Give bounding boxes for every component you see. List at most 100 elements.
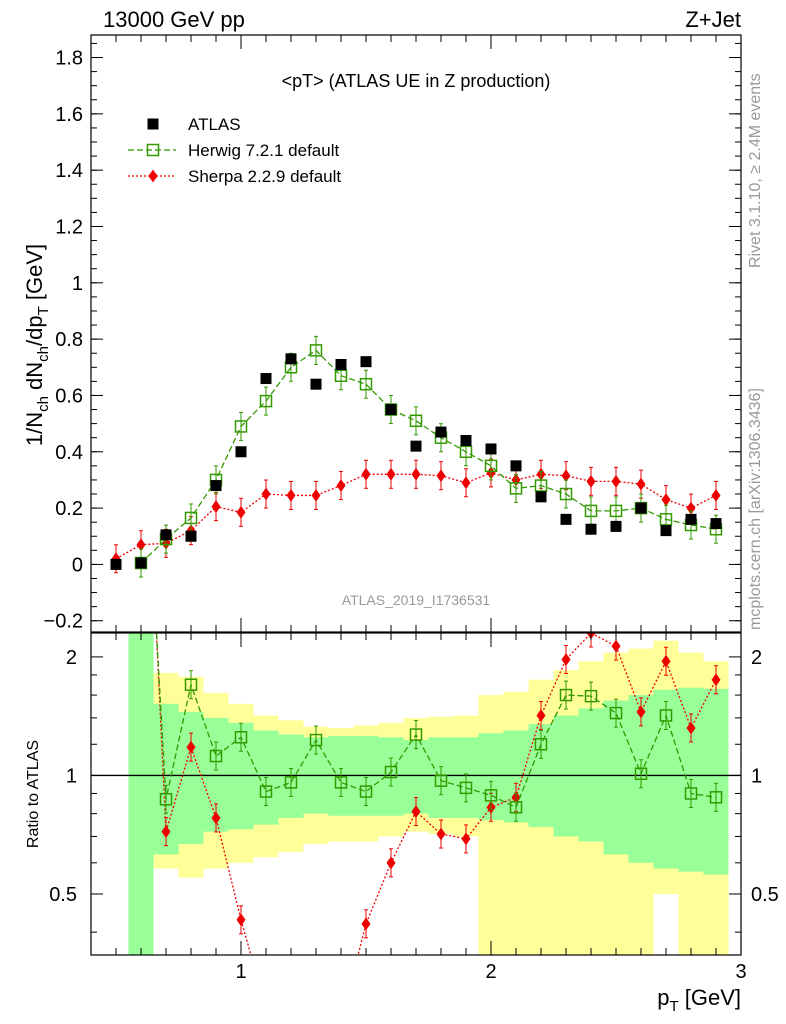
herwig-point <box>609 504 623 518</box>
legend: ATLAS Herwig 7.2.1 default Sherpa 2.2.9 de… <box>128 115 341 186</box>
atlas-point <box>110 558 122 570</box>
herwig-point <box>409 414 423 428</box>
herwig-ratio-point <box>484 789 498 802</box>
sherpa-ratio-point <box>411 804 421 818</box>
sherpa-point <box>261 487 271 501</box>
sherpa-ratio-point <box>361 917 371 931</box>
atlas-point <box>710 518 722 530</box>
herwig-ratio-point <box>684 787 698 800</box>
y-tick-label: 0 <box>72 554 83 576</box>
sherpa-point <box>311 488 321 502</box>
atlas-point <box>635 502 647 514</box>
herwig-ratio-point <box>334 776 348 789</box>
herwig-ratio-point <box>559 688 573 702</box>
herwig-point <box>509 482 523 495</box>
x-tick-label: 1 <box>235 961 246 983</box>
ratio-y-tick-label-right: 1 <box>751 765 762 787</box>
herwig-point <box>584 504 598 518</box>
sherpa-point <box>661 493 671 507</box>
x-axis-label: pT [GeV] <box>657 985 741 1015</box>
atlas-point <box>685 513 697 525</box>
herwig-point <box>334 369 348 382</box>
sherpa-ratio-point <box>561 652 571 666</box>
herwig-ratio-point <box>184 678 198 691</box>
sherpa-point <box>236 505 246 519</box>
y-tick-label: 1.4 <box>55 160 83 182</box>
main-panel-data <box>110 335 723 578</box>
sherpa-ratio-line <box>155 633 717 955</box>
sherpa-point <box>461 476 471 490</box>
ratio-uncertainty-bands <box>128 633 729 955</box>
herwig-point <box>234 420 248 433</box>
y-tick-label: 0.8 <box>55 329 83 351</box>
legend-atlas-marker <box>147 118 159 130</box>
sherpa-ratio-point <box>461 832 471 846</box>
herwig-ratio-point <box>159 793 173 806</box>
atlas-point <box>285 353 297 365</box>
stat-uncertainty-band <box>178 711 204 844</box>
ratio-y-axis-label: Ratio to ATLAS <box>25 740 42 848</box>
sherpa-ratio-point <box>661 654 671 668</box>
herwig-ratio-point <box>409 728 423 741</box>
y-tick-label: 1.2 <box>55 216 83 238</box>
herwig-ratio-point <box>534 738 548 751</box>
sherpa-point <box>711 488 721 502</box>
sherpa-point <box>636 477 646 491</box>
ratio-y-tick-label-right: 2 <box>751 647 762 669</box>
atlas-point <box>460 435 472 447</box>
herwig-line <box>140 349 717 564</box>
herwig-point <box>459 445 473 459</box>
sherpa-point <box>686 501 696 515</box>
atlas-point <box>660 525 672 537</box>
herwig-ratio-line <box>155 633 717 809</box>
sherpa-ratio-point <box>386 856 396 870</box>
atlas-point <box>135 557 147 569</box>
herwig-ratio-point <box>209 749 223 763</box>
y-tick-label: 1.8 <box>55 48 83 70</box>
ratio-y-tick-label: 0.5 <box>49 884 77 906</box>
herwig-ratio-point <box>309 733 323 747</box>
y-tick-label: 0.4 <box>55 442 83 464</box>
y-tick-label: 0.2 <box>55 498 83 520</box>
sherpa-point <box>586 474 596 488</box>
atlas-point <box>310 378 322 390</box>
herwig-ratio-point <box>284 776 298 789</box>
herwig-point <box>534 479 548 492</box>
sherpa-point <box>211 500 221 514</box>
herwig-ratio-point <box>459 781 473 795</box>
legend-entry-label: ATLAS <box>188 115 241 134</box>
header-process-label: 13000 GeV pp <box>103 7 245 32</box>
herwig-ratio-point <box>234 731 248 744</box>
atlas-point <box>210 480 222 492</box>
ratio-panel-data <box>91 633 741 955</box>
legend-sherpa-marker <box>148 169 158 183</box>
herwig-point <box>309 344 323 357</box>
herwig-ratio-point <box>584 689 598 703</box>
mcplots-credit-text: mcplots.cern.ch [arXiv:1306.3436] <box>747 388 764 630</box>
herwig-ratio-point <box>709 791 723 804</box>
axes-frames: −0.2 0 0.2 0.4 0.6 0.8 1 1.2 1.4 1.6 1.8 1 2 3 0.5 0.5 1… <box>44 34 779 983</box>
sherpa-point <box>386 467 396 481</box>
stat-uncertainty-band <box>128 633 154 955</box>
sherpa-ratio-point <box>161 825 171 839</box>
herwig-ratio-point <box>659 709 673 722</box>
herwig-ratio-point <box>359 785 373 798</box>
atlas-point <box>485 443 497 455</box>
legend-entry-label: Herwig 7.2.1 default <box>188 141 339 160</box>
atlas-point <box>385 404 397 416</box>
y-tick-label: −0.2 <box>44 611 83 633</box>
herwig-ratio-point <box>609 706 623 720</box>
rivet-version-text: Rivet 3.1.10, ≥ 2.4M events <box>747 73 764 268</box>
atlas-point <box>335 358 347 370</box>
atlas-point <box>360 356 372 368</box>
herwig-ratio-point <box>259 785 273 798</box>
herwig-point <box>184 511 198 525</box>
sherpa-point <box>336 479 346 493</box>
header-channel-label: Z+Jet <box>685 7 741 32</box>
atlas-point <box>510 460 522 472</box>
herwig-point <box>259 394 273 408</box>
sherpa-point <box>286 488 296 502</box>
atlas-point <box>235 446 247 458</box>
legend-entry-label: Sherpa 2.2.9 default <box>188 167 341 186</box>
